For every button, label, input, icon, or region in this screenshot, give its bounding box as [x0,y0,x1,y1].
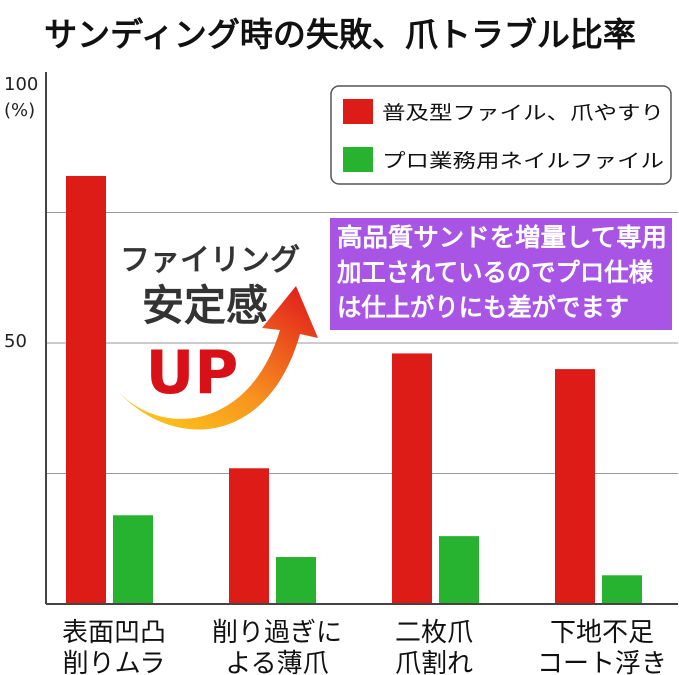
category-label: コート浮き [537,649,667,675]
category-label: 削り過ぎに [212,618,342,648]
curved-arrow-icon [115,286,318,430]
bar-series-1-cat-3 [392,353,432,604]
legend-swatch-series-2 [343,147,373,172]
category-label: 二枚爪 [395,618,473,648]
category-label: 爪割れ [395,649,473,675]
badge-line2: 安定感 [142,281,268,330]
chart-title: サンディング時の失敗、爪トラブル比率 [44,15,636,54]
bar-series-1-cat-4 [555,369,595,604]
promo-background [330,218,672,330]
axes [45,72,678,605]
y-axis-unit: (%) [4,100,35,121]
bar-series-2-cat-2 [276,557,316,604]
y-tick-label: 100 [4,74,38,95]
category-label: 削りムラ [63,649,166,675]
legend-swatch-series-1 [343,99,373,124]
promo-line-1: 高品質サンドを増量して専用 [337,223,667,252]
category-label: 下地不足 [550,618,654,648]
y-axis-ticks: 100 50 [4,74,38,352]
bar-series-2-cat-1 [113,515,153,604]
badge-line1: ファイリング [120,243,300,278]
bar-series-2-cat-3 [439,536,479,604]
badge-up: UP [146,338,239,408]
promo-line-2: 加工されているのでプロ仕様 [336,258,654,287]
legend: 普及型ファイル、爪やすり プロ業務用ネイルファイル [330,85,672,185]
bar-series-1-cat-2 [229,468,269,604]
category-label: よる薄爪 [225,649,328,675]
category-label: 表面凹凸 [62,618,166,648]
y-tick-label: 50 [4,331,27,352]
stability-badge: ファイリング 安定感 UP [115,243,318,430]
legend-label-series-2: プロ業務用ネイルファイル [382,150,664,172]
bar-series-1-cat-1 [66,175,106,604]
legend-frame [330,85,672,185]
promo-box: 高品質サンドを増量して専用 加工されているのでプロ仕様 は仕上がりにも差がでます [330,218,672,330]
promo-line-3: は仕上がりにも差がでます [337,293,629,322]
bars [66,175,642,604]
bar-series-2-cat-4 [602,575,642,604]
legend-label-series-1: 普及型ファイル、爪やすり [382,102,664,124]
